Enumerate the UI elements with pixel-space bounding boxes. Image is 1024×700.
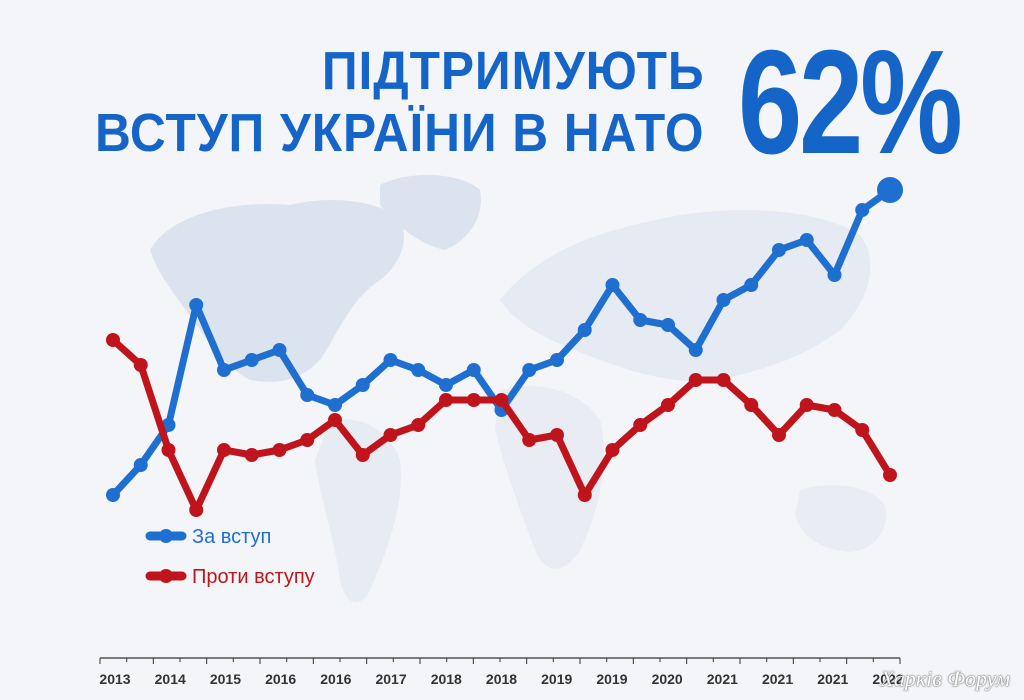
data-point bbox=[106, 488, 120, 502]
data-point bbox=[550, 353, 564, 367]
series-0 bbox=[106, 177, 903, 502]
x-tick-label: 2021 bbox=[762, 671, 793, 687]
x-tick-label: 2021 bbox=[817, 671, 848, 687]
south-america-shape bbox=[315, 419, 401, 603]
data-point bbox=[439, 378, 453, 392]
data-point bbox=[855, 203, 870, 217]
north-america-shape bbox=[150, 200, 404, 382]
support-percentage: 62% bbox=[738, 20, 963, 185]
data-point bbox=[411, 418, 426, 432]
legend-label-against: Проти вступу bbox=[192, 566, 315, 588]
data-point bbox=[217, 363, 231, 377]
data-point bbox=[688, 343, 703, 357]
data-point bbox=[244, 353, 259, 367]
data-point bbox=[355, 378, 370, 392]
data-point bbox=[300, 388, 315, 402]
data-point bbox=[883, 468, 897, 482]
data-point bbox=[189, 298, 204, 312]
data-point bbox=[466, 393, 481, 407]
data-point bbox=[244, 448, 259, 462]
data-point bbox=[133, 458, 148, 472]
data-point bbox=[605, 278, 620, 292]
data-point bbox=[744, 398, 759, 412]
data-point bbox=[494, 393, 509, 407]
data-point bbox=[439, 393, 453, 407]
x-tick-label: 2018 bbox=[486, 671, 517, 687]
watermark: Харків Форум bbox=[880, 666, 1010, 691]
series-1 bbox=[106, 333, 897, 517]
data-point bbox=[633, 418, 648, 432]
data-point bbox=[106, 333, 120, 347]
data-point bbox=[328, 398, 342, 412]
data-point bbox=[272, 443, 287, 457]
data-point bbox=[827, 268, 842, 282]
data-point bbox=[550, 428, 564, 442]
data-point bbox=[827, 403, 842, 417]
x-tick-label: 2013 bbox=[99, 671, 130, 687]
legend-label-support: За вступ bbox=[192, 526, 271, 548]
australia-shape bbox=[795, 485, 886, 552]
x-axis: 2013 2014 2015 2016 2016 2017 2018 2018 2019 2019… bbox=[99, 657, 904, 687]
x-tick-label: 2022 bbox=[872, 671, 903, 687]
x-tick-label: 2020 bbox=[652, 671, 683, 687]
x-tick-label: 2017 bbox=[375, 671, 406, 687]
legend-item-support: За вступ bbox=[145, 526, 271, 548]
x-tick-label: 2016 bbox=[265, 671, 296, 687]
data-point bbox=[855, 423, 870, 437]
data-point bbox=[577, 323, 592, 337]
data-point bbox=[328, 413, 342, 427]
data-point bbox=[799, 398, 814, 412]
data-point bbox=[189, 503, 204, 517]
data-point bbox=[383, 353, 398, 367]
data-point bbox=[522, 433, 537, 447]
data-point bbox=[744, 278, 759, 292]
data-point bbox=[522, 363, 537, 377]
x-tick-label: 2019 bbox=[541, 671, 572, 687]
data-point bbox=[877, 177, 903, 203]
data-point bbox=[272, 343, 287, 357]
data-point bbox=[383, 428, 398, 442]
data-point bbox=[633, 313, 648, 327]
data-point bbox=[355, 448, 370, 462]
legend-item-against: Проти вступу bbox=[145, 566, 315, 588]
title-line-1: ПІДТРИМУЮТЬ bbox=[321, 41, 704, 101]
x-tick-label: 2021 bbox=[707, 671, 738, 687]
data-point bbox=[577, 488, 592, 502]
legend: За вступ Проти вступу bbox=[145, 526, 315, 588]
legend-marker-support bbox=[159, 529, 173, 543]
x-tick-label: 2015 bbox=[210, 671, 241, 687]
data-point bbox=[661, 318, 675, 332]
data-point bbox=[716, 293, 731, 307]
title-line-2: ВСТУП УКРАЇНИ В НАТО bbox=[94, 103, 704, 163]
data-point bbox=[466, 363, 481, 377]
legend-marker-against bbox=[159, 569, 173, 583]
data-point bbox=[217, 443, 231, 457]
data-point bbox=[799, 233, 814, 247]
world-map-background bbox=[150, 174, 886, 603]
data-point bbox=[772, 428, 786, 442]
data-point bbox=[133, 358, 148, 372]
data-point bbox=[161, 443, 176, 457]
x-tick-label: 2018 bbox=[431, 671, 462, 687]
x-tick-label: 2014 bbox=[155, 671, 186, 687]
data-point bbox=[661, 398, 675, 412]
data-point bbox=[716, 373, 731, 387]
data-point bbox=[688, 373, 703, 387]
chart-title: ПІДТРИМУЮТЬ ВСТУП УКРАЇНИ В НАТО bbox=[95, 40, 704, 164]
greenland-shape bbox=[380, 174, 481, 250]
x-tick-label: 2016 bbox=[320, 671, 351, 687]
series-layer bbox=[106, 177, 903, 517]
data-point bbox=[300, 433, 315, 447]
data-point bbox=[605, 443, 620, 457]
x-tick-label: 2019 bbox=[596, 671, 627, 687]
data-point bbox=[772, 243, 786, 257]
data-point bbox=[411, 363, 426, 377]
